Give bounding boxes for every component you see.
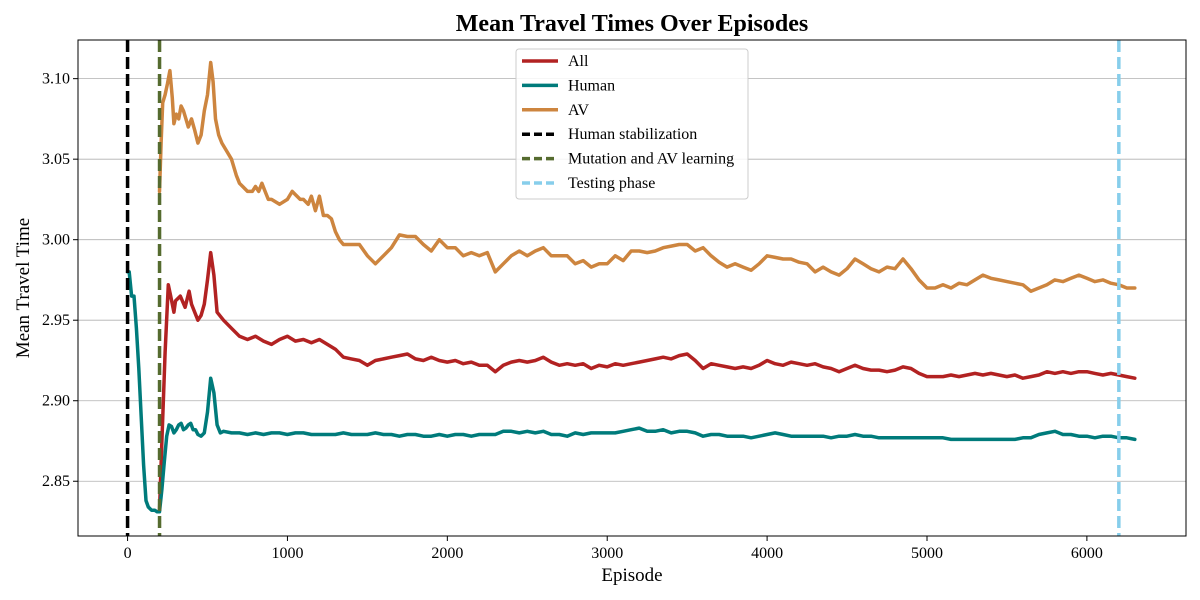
x-tick-label: 1000 [271,545,303,562]
legend-label-human: Human [568,77,615,94]
x-axis-ticks: 0 1000 2000 3000 4000 5000 6000 [124,536,1103,562]
x-tick-label: 2000 [431,545,463,562]
legend: All Human AV Human stabilization Mutation an… [515,48,749,200]
y-axis-label: Mean Travel Time [13,218,34,358]
series-line-all [157,250,1137,512]
legend-label-av: AV [568,102,589,119]
x-tick-label: 0 [124,545,132,562]
y-tick-label: 2.90 [42,393,70,410]
legend-label-testing-phase: Testing phase [568,175,655,192]
y-axis-ticks: 2.85 2.90 2.95 3.00 3.05 3.10 [42,71,78,490]
phase-lines [125,40,1121,536]
x-axis-label: Episode [601,565,662,586]
chart-title: Mean Travel Times Over Episodes [456,11,808,37]
legend-label-mutation-and-av-learning: Mutation and AV learning [568,151,734,168]
y-tick-label: 3.05 [42,151,70,168]
plot-frame [77,39,1187,537]
x-tick-label: 3000 [591,545,623,562]
x-tick-label: 6000 [1071,545,1103,562]
x-tick-label: 5000 [911,545,943,562]
legend-label-human-stabilization: Human stabilization [568,126,697,143]
series-line-human [125,270,1137,514]
legend-box [515,48,749,200]
legend-label-all: All [568,53,589,70]
x-tick-label: 4000 [751,545,783,562]
y-tick-label: 3.00 [42,232,70,249]
y-tick-label: 2.85 [42,473,70,490]
y-tick-label: 3.10 [42,71,70,88]
y-tick-label: 2.95 [42,312,70,329]
series-line-av [157,60,1137,293]
series-lines [125,60,1137,514]
